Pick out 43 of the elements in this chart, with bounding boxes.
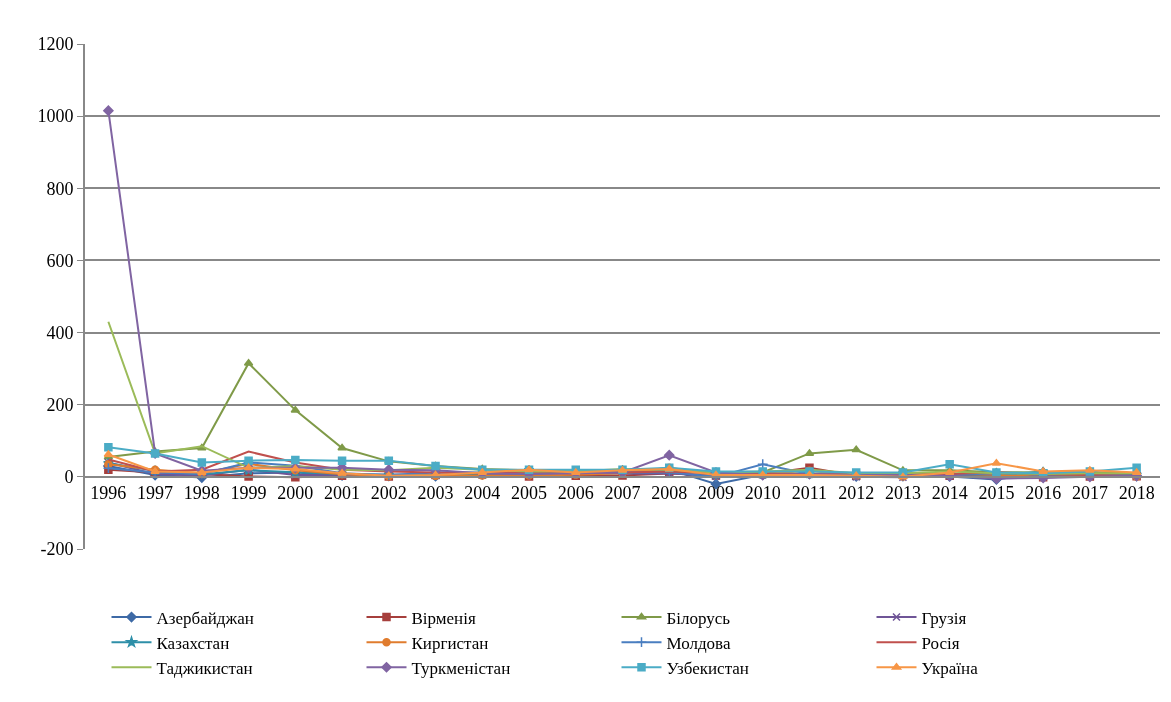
y-tick-label: 400 <box>46 322 74 343</box>
x-tick-label: 2016 <box>1025 483 1062 504</box>
y-tick-label: -200 <box>40 539 74 560</box>
legend-label: Білорусь <box>666 608 731 628</box>
x-tick-label: 2008 <box>651 483 688 504</box>
x-tick-label: 2005 <box>511 483 548 504</box>
x-tick-label: 2010 <box>744 483 781 504</box>
y-tick-label: 1200 <box>37 34 74 55</box>
legend-label: Узбекистан <box>666 658 749 678</box>
x-tick-label: 2017 <box>1071 483 1108 504</box>
x-tick-label: 1996 <box>90 483 127 504</box>
legend-label: Туркменістан <box>411 658 511 678</box>
legend-label: Росія <box>921 633 960 653</box>
x-tick-label: 2011 <box>791 483 828 504</box>
y-tick-label: 600 <box>46 250 74 271</box>
legend-label: Україна <box>921 658 979 678</box>
y-tick-label: 1000 <box>37 106 74 127</box>
x-tick-label: 2018 <box>1118 483 1155 504</box>
legend-label: Киргистан <box>411 633 489 653</box>
x-tick-label: 2007 <box>604 483 641 504</box>
x-tick-label: 2004 <box>464 483 501 504</box>
legend-label: Азербайджан <box>156 608 254 628</box>
x-tick-label: 2015 <box>978 483 1015 504</box>
legend-label: Вірменія <box>411 608 476 628</box>
x-tick-label: 2014 <box>931 483 968 504</box>
legend-label: Казахстан <box>156 633 230 653</box>
y-tick-label: 0 <box>64 467 74 488</box>
y-tick-label: 800 <box>46 178 74 199</box>
y-tick-label: 200 <box>46 395 74 416</box>
x-tick-label: 2002 <box>370 483 407 504</box>
x-tick-label: 2009 <box>697 483 734 504</box>
x-tick-label: 2003 <box>417 483 454 504</box>
x-tick-label: 1999 <box>230 483 267 504</box>
x-tick-label: 2001 <box>324 483 361 504</box>
x-tick-label: 2013 <box>884 483 921 504</box>
legend-label: Грузія <box>921 608 967 628</box>
x-tick-label: 2000 <box>277 483 314 504</box>
legend-label: Молдова <box>666 633 731 653</box>
x-tick-label: 1997 <box>137 483 174 504</box>
legend-label: Таджикистан <box>156 658 253 678</box>
x-tick-label: 2006 <box>557 483 594 504</box>
x-tick-label: 2012 <box>838 483 875 504</box>
x-tick-label: 1998 <box>183 483 220 504</box>
